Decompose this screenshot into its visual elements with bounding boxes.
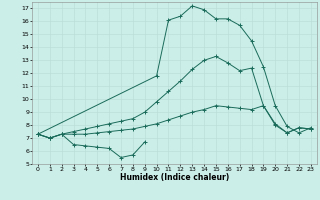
X-axis label: Humidex (Indice chaleur): Humidex (Indice chaleur) — [120, 173, 229, 182]
